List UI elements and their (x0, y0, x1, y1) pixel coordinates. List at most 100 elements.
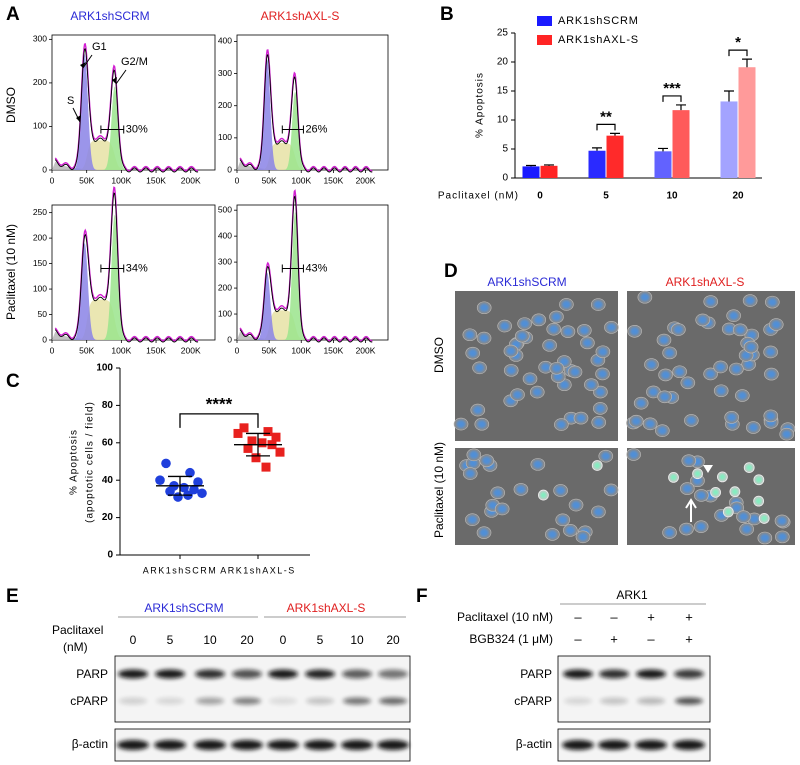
nucleus (744, 360, 754, 369)
x-tick-label: 100K (291, 345, 311, 355)
condition-sign: – (574, 609, 582, 624)
condition-sign: – (647, 631, 655, 646)
data-point (189, 484, 199, 495)
y-tick-label: 100 (218, 308, 232, 318)
data-point (193, 477, 203, 487)
nucleus (456, 420, 466, 429)
data-point (233, 428, 243, 438)
histogram (239, 54, 373, 173)
panel-letter: F (416, 586, 428, 607)
apoptotic-nucleus (670, 474, 677, 481)
phase-area (237, 161, 373, 170)
y-tick-label: 0 (227, 334, 232, 344)
histogram (54, 48, 199, 173)
micrograph (453, 291, 619, 441)
nucleus (771, 320, 781, 329)
nucleus (766, 411, 776, 420)
phase-arrow (82, 54, 93, 69)
nucleus (724, 324, 734, 333)
band (341, 740, 373, 750)
significance-label: *** (663, 80, 681, 97)
nucleus (593, 507, 603, 516)
nucleus (745, 296, 755, 305)
nucleus (675, 367, 685, 376)
band (232, 669, 262, 679)
nucleus (636, 399, 646, 408)
error-bar (742, 58, 752, 68)
error-bar (724, 90, 734, 102)
apoptotic-nucleus (719, 473, 726, 481)
blot-frame (557, 655, 711, 723)
x-tick-label: 50K (79, 345, 94, 355)
nucleus (566, 414, 576, 423)
error-bar (676, 104, 686, 111)
x-tick-label: 150K (323, 175, 343, 185)
group-label: ARK1shSCRM (144, 601, 223, 615)
x-tick-label: 150K (146, 175, 166, 185)
x-tick-label: 5 (603, 191, 609, 202)
x-tick-label: 100K (291, 175, 311, 185)
nucleus (561, 300, 571, 309)
nucleus (475, 363, 485, 372)
pointer-arrow (685, 498, 697, 522)
lane-label: 0 (130, 633, 137, 647)
apoptotic-nucleus (725, 508, 732, 516)
nucleus (746, 343, 756, 352)
apoptotic-nucleus (594, 462, 601, 469)
nucleus (477, 420, 487, 429)
nucleus (660, 392, 670, 401)
band (233, 697, 261, 705)
gate-bracket (281, 125, 304, 134)
band (267, 740, 299, 750)
nucleus (735, 325, 745, 334)
x-tick-label: 0 (50, 345, 55, 355)
x-tick-label: 0 (235, 175, 240, 185)
data-point (243, 443, 253, 453)
nucleus (533, 460, 543, 469)
nucleus (578, 532, 588, 541)
gate-label: 30% (126, 123, 148, 135)
significance-bracket (728, 49, 748, 57)
column-title: ARK1shAXL-S (261, 9, 340, 23)
nucleus (594, 418, 604, 427)
arrow-head (80, 62, 86, 68)
band (675, 697, 703, 705)
y-axis-label: % Apoptosis (69, 429, 80, 495)
band (231, 740, 263, 750)
x-tick-label: 150K (146, 345, 166, 355)
band-label: β-actin (516, 737, 552, 751)
band-label: cPARP (70, 694, 108, 708)
gate-bracket (100, 125, 125, 134)
nucleus (706, 297, 716, 306)
legend-label: ARK1shAXL-S (558, 34, 639, 46)
row-title: Paclitaxel (10 nM) (432, 442, 446, 538)
micrograph (455, 448, 619, 545)
nucleus (547, 530, 557, 539)
column-title: ARK1shSCRM (70, 9, 149, 23)
apoptotic-nucleus (694, 470, 701, 477)
y-axis-label: (apoptotic cells / field) (85, 401, 96, 523)
y-tick-label: 0 (107, 550, 113, 561)
error-bar (526, 164, 536, 167)
legend-swatch (537, 35, 552, 45)
nucleus (595, 404, 605, 413)
y-tick-label: 200 (218, 100, 232, 110)
bar (720, 101, 738, 178)
band (305, 669, 335, 679)
band (117, 740, 149, 750)
band (155, 669, 185, 679)
condition-label: Paclitaxel (10 nM) (457, 610, 553, 624)
nucleus (468, 349, 478, 358)
data-point (247, 436, 257, 446)
apoptotic-nucleus (755, 476, 763, 483)
x-axis-label: Paclitaxel (nM) (438, 191, 519, 202)
band (156, 697, 184, 705)
nucleus (631, 417, 641, 426)
apoptotic-nucleus (760, 515, 768, 522)
nucleus (731, 364, 741, 373)
y-tick-label: 400 (218, 230, 232, 240)
y-tick-label: 250 (33, 207, 47, 217)
nucleus (468, 459, 478, 468)
band (637, 697, 665, 705)
sd-bar (246, 432, 270, 457)
